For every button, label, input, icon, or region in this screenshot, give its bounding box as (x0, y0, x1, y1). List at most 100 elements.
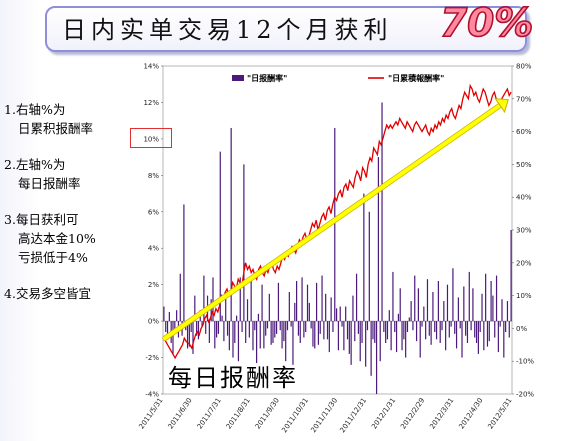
left-axis-tick-label: 0% (148, 318, 159, 326)
daily-return-bar (270, 321, 272, 345)
daily-return-bar (292, 321, 294, 365)
daily-return-bar (461, 321, 463, 358)
daily-return-bar (434, 321, 436, 333)
daily-return-bar (226, 321, 229, 336)
daily-return-bar (423, 306, 425, 322)
daily-return-bar (188, 321, 190, 347)
daily-return-bar (497, 321, 499, 353)
daily-return-bar (365, 321, 367, 367)
daily-return-bar (421, 321, 423, 327)
daily-return-bar (319, 321, 321, 334)
title-box (45, 6, 527, 52)
daily-return-bar (299, 321, 301, 343)
daily-return-bar (350, 321, 352, 365)
daily-return-bar (385, 321, 387, 343)
daily-return-bar (397, 313, 399, 322)
daily-return-bar (354, 321, 356, 342)
daily-return-bar (288, 291, 290, 322)
daily-return-bar (355, 273, 358, 322)
daily-return-bar (477, 321, 479, 354)
daily-return-bar (261, 284, 263, 322)
note-number: 4. (4, 286, 16, 301)
daily-return-bar (192, 321, 194, 354)
daily-return-bar (506, 301, 509, 322)
daily-return-bar (197, 321, 200, 340)
daily-return-bar (250, 281, 252, 322)
legend-label-line: "日累積報酬率" (388, 73, 444, 83)
daily-return-bar (216, 321, 218, 338)
daily-return-bar (201, 321, 203, 327)
left-axis-tick-label: 10% (143, 135, 159, 143)
daily-return-bar (243, 164, 245, 322)
daily-return-bar (274, 321, 276, 338)
daily-return-bar (383, 321, 385, 333)
daily-return-bar (234, 321, 236, 343)
note-line: 日累积报酬率 (18, 121, 94, 136)
daily-return-bar (443, 301, 445, 322)
daily-return-bar (325, 293, 327, 322)
left-axis-tick-label: 8% (148, 172, 159, 180)
daily-return-bar (388, 310, 390, 322)
x-axis-tick-label: 2012/3/31 (428, 397, 455, 431)
daily-return-bar (425, 321, 427, 340)
daily-return-bar (217, 321, 220, 334)
x-axis-tick-label: 2011/11/30 (309, 397, 339, 435)
daily-return-bar (337, 321, 340, 351)
daily-return-bar (228, 321, 230, 351)
daily-return-bar (239, 277, 241, 322)
daily-return-bar (417, 288, 419, 322)
daily-return-bar (236, 315, 238, 322)
chart-legend: "日报酬率" "日累積報酬率" (232, 73, 444, 83)
daily-return-bar (259, 321, 261, 349)
daily-return-bar (394, 321, 396, 333)
daily-return-bar (505, 321, 507, 333)
note-line: 左轴%为 (15, 157, 66, 172)
daily-return-bar (183, 204, 185, 322)
daily-return-bar (246, 299, 249, 322)
right-axis-tick-label: 50% (516, 161, 532, 169)
cumulative-line (163, 83, 512, 360)
note-item: 1.右轴%为 日累积报酬率 (4, 100, 130, 138)
daily-return-bar (466, 321, 469, 343)
notes-list: 1.右轴%为 日累积报酬率 2.左轴%为 每日报酬率 3.每日获利可 高达本金1… (4, 100, 130, 320)
daily-return-bar (179, 273, 181, 322)
left-axis-tick-label: 4% (148, 245, 159, 253)
daily-return-bar (281, 321, 283, 349)
daily-return-bar (174, 321, 176, 329)
daily-return-bar (257, 313, 260, 322)
note-line: 亏损低于4% (18, 250, 88, 265)
left-axis-tick-label: 12% (143, 99, 159, 107)
x-axis-tick-label: 2011/9/30 (254, 397, 281, 431)
daily-return-bar (343, 321, 345, 351)
left-axis-tick-label: 6% (148, 208, 159, 216)
daily-return-bar (441, 321, 443, 331)
daily-return-bar (352, 295, 354, 322)
daily-return-bar (221, 315, 223, 322)
right-axis-tick-label: -20% (516, 391, 534, 399)
cumulative-return-line (163, 83, 512, 360)
daily-return-bar (501, 299, 503, 322)
x-axis-tick-label: 2012/1/31 (370, 397, 397, 431)
daily-return-bar (375, 321, 378, 394)
daily-return-bar (308, 302, 310, 322)
daily-return-bar (245, 321, 247, 343)
note-number: 1. (4, 102, 16, 117)
daily-return-bar (341, 321, 343, 327)
daily-return-bar (305, 321, 307, 333)
daily-return-bar (395, 321, 398, 353)
daily-return-bar (486, 321, 489, 347)
daily-return-bar (446, 284, 449, 322)
daily-return-bar (212, 277, 214, 322)
daily-return-bar (268, 293, 270, 322)
trend-arrow (162, 98, 509, 341)
daily-return-bar (286, 321, 289, 331)
daily-return-bar (450, 321, 452, 327)
daily-return-bar (386, 321, 389, 340)
daily-return-bar (439, 321, 441, 343)
daily-return-bar (414, 275, 416, 322)
trend-arrow-shaft (163, 103, 502, 341)
daily-return-bar (381, 102, 383, 322)
trend-arrow-head (494, 98, 509, 114)
right-axis-tick-label: 0% (516, 325, 527, 333)
daily-return-bar (366, 321, 369, 331)
